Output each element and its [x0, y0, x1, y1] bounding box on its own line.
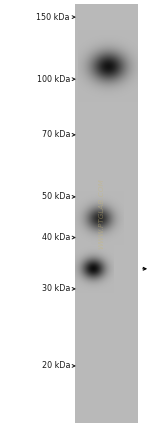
Text: 50 kDa: 50 kDa [42, 192, 70, 202]
Text: WWW.PTGLAB.COM: WWW.PTGLAB.COM [99, 178, 105, 250]
Text: 30 kDa: 30 kDa [42, 284, 70, 294]
Text: 70 kDa: 70 kDa [42, 130, 70, 140]
Text: 40 kDa: 40 kDa [42, 233, 70, 242]
Text: 100 kDa: 100 kDa [37, 74, 70, 84]
Text: 150 kDa: 150 kDa [36, 12, 70, 22]
Text: 20 kDa: 20 kDa [42, 361, 70, 371]
